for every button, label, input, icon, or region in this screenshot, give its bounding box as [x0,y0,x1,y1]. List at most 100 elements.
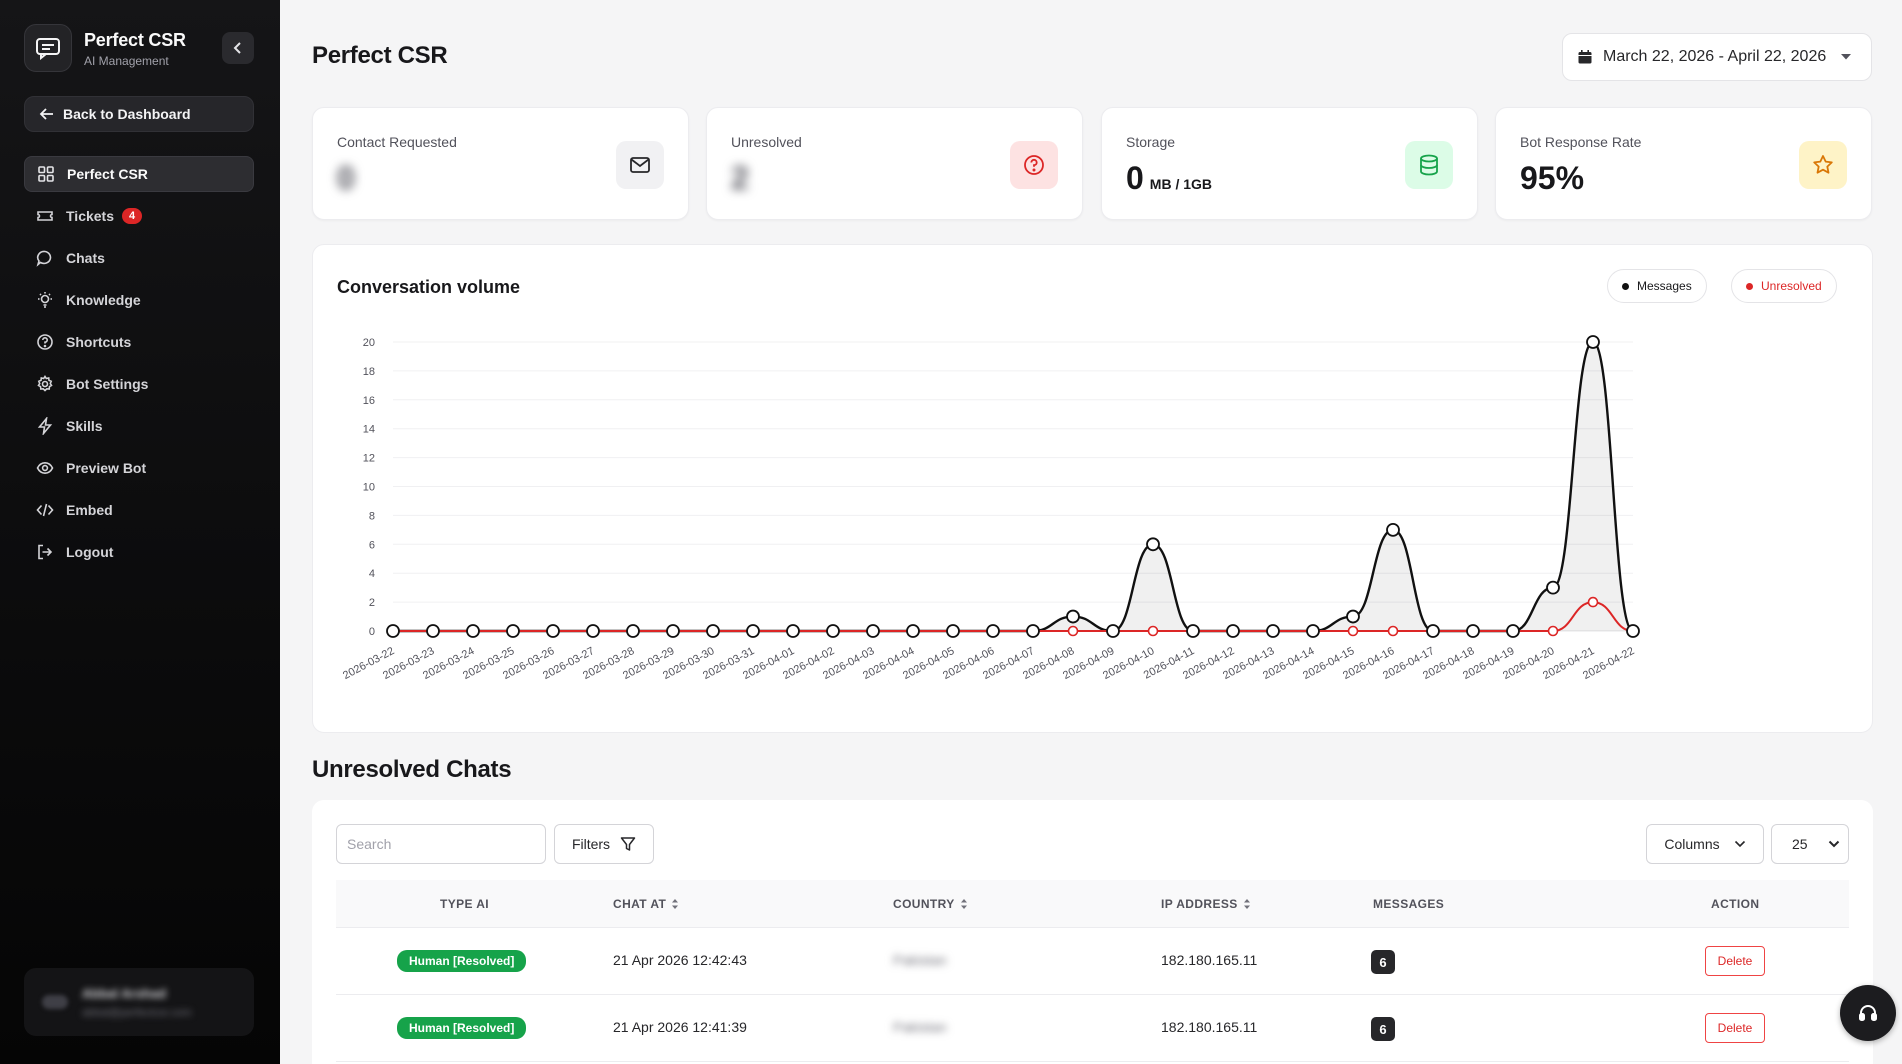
page-size-select[interactable]: 25 [1771,824,1849,864]
back-to-dashboard-label: Back to Dashboard [63,106,191,122]
messages-point [626,624,640,638]
messages-count-badge: 6 [1371,950,1395,974]
stat-value: 0 [337,160,355,196]
y-tick-label: 12 [363,453,375,465]
y-tick-label: 4 [369,568,375,580]
type-ai-badge: Human [Resolved] [397,1017,527,1039]
y-tick-label: 8 [369,510,375,522]
sidebar-item-shortcuts[interactable]: Shortcuts [24,324,254,360]
messages-point [466,624,480,638]
sidebar-item-label: Shortcuts [66,334,132,350]
chat-bubble-icon [36,250,52,267]
column-header-ip-address[interactable]: IP ADDRESS [1161,897,1250,911]
sidebar-item-chats[interactable]: Chats [24,240,254,276]
stat-label: Bot Response Rate [1520,134,1642,150]
messages-point [826,624,840,638]
y-tick-label: 16 [363,395,375,407]
ip-address-cell: 182.180.165.11 [1161,952,1258,968]
collapse-sidebar-button[interactable] [222,32,254,64]
legend-messages-label: Messages [1637,279,1692,293]
column-header-messages[interactable]: MESSAGES [1373,897,1444,911]
section-title-unresolved-chats: Unresolved Chats [312,756,512,783]
search-input[interactable] [336,824,546,864]
country-cell: Pakistan [893,1019,947,1035]
sidebar-item-tickets[interactable]: Tickets 4 [24,198,254,234]
stat-label: Unresolved [731,134,802,150]
delete-button[interactable]: Delete [1705,1013,1765,1043]
date-range-picker[interactable]: March 22, 2026 - April 22, 2026 [1562,33,1872,81]
chart-title: Conversation volume [337,277,521,297]
sidebar-item-skills[interactable]: Skills [24,408,254,444]
sidebar-item-label: Bot Settings [66,376,149,392]
user-email: abbal@perfectcsr.com [82,1006,192,1019]
legend-unresolved[interactable]: Unresolved [1731,269,1837,303]
stat-card-bot-response-rate: Bot Response Rate 95% [1495,107,1872,220]
sort-icon [960,899,967,909]
unresolved-point [1547,625,1559,637]
user-profile-card[interactable]: Abbal Arshad abbal@perfectcsr.com [24,968,254,1036]
brand-logo-icon [24,24,72,72]
stat-card-contact-requested: Contact Requested 0 [312,107,689,220]
column-header-label: IP ADDRESS [1161,897,1238,911]
messages-point [866,624,880,638]
sidebar-item-bot-settings[interactable]: Bot Settings [24,366,254,402]
page-size-value: 25 [1792,836,1808,852]
code-icon [36,503,54,517]
columns-button[interactable]: Columns [1646,824,1764,864]
arrow-left-icon [39,108,53,120]
y-tick-label: 20 [363,337,375,349]
column-header-chat-at[interactable]: CHAT AT [613,897,679,911]
gear-icon [37,375,53,392]
messages-point [946,624,960,638]
legend-messages[interactable]: Messages [1607,269,1707,303]
caret-down-icon [1841,54,1852,60]
column-header-action: ACTION [1711,897,1759,911]
column-header-country[interactable]: COUNTRY [893,897,967,911]
support-chat-button[interactable] [1840,985,1896,1041]
messages-point [706,624,720,638]
stat-label: Storage [1126,134,1176,150]
messages-point [1506,624,1520,638]
column-header-label: COUNTRY [893,897,955,911]
messages-point [666,624,680,638]
database-icon [1405,141,1453,189]
tickets-count-badge: 4 [122,208,143,224]
messages-point [1386,522,1400,537]
chat-at-cell: 21 Apr 2026 12:41:39 [613,1019,747,1035]
delete-button[interactable]: Delete [1705,946,1765,976]
messages-point [1106,624,1120,638]
stat-value: 0 MB / 1GB [1126,160,1212,197]
logout-icon [38,544,53,560]
sidebar-item-knowledge[interactable]: Knowledge [24,282,254,318]
sidebar-item-preview-bot[interactable]: Preview Bot [24,450,254,486]
stat-card-unresolved: Unresolved 2 [706,107,1083,220]
back-to-dashboard-button[interactable]: Back to Dashboard [24,96,254,132]
sidebar-item-perfect-csr[interactable]: Perfect CSR [24,156,254,192]
avatar [42,995,68,1009]
y-tick-label: 18 [363,366,375,378]
date-range-label: March 22, 2026 - April 22, 2026 [1603,48,1827,65]
sidebar-item-label: Preview Bot [66,460,147,476]
filter-icon [620,837,636,851]
sidebar-item-logout[interactable]: Logout [24,534,254,570]
legend-unresolved-label: Unresolved [1761,279,1822,293]
user-name: Abbal Arshad [82,985,167,1001]
legend-dot-unresolved [1746,282,1753,290]
messages-point [1426,624,1440,638]
column-header-label: CHAT AT [613,897,667,911]
mail-icon [616,141,664,189]
filters-button[interactable]: Filters [554,824,654,864]
table-row[interactable]: Human [Resolved] 21 Apr 2026 12:42:43 Pa… [336,928,1849,995]
chat-at-cell: 21 Apr 2026 12:42:43 [613,952,747,968]
sidebar-item-embed[interactable]: Embed [24,492,254,528]
column-header-type-ai[interactable]: TYPE AI [440,897,489,911]
y-tick-label: 6 [369,539,375,551]
messages-point [1066,609,1080,624]
messages-point [1186,624,1200,638]
brand-subtitle: AI Management [84,54,169,68]
page-title: Perfect CSR [312,42,448,69]
chevron-left-icon [233,42,241,54]
table-row[interactable]: Human [Resolved] 21 Apr 2026 12:41:39 Pa… [336,995,1849,1062]
y-tick-label: 10 [363,482,375,494]
help-circle-icon [37,334,53,350]
